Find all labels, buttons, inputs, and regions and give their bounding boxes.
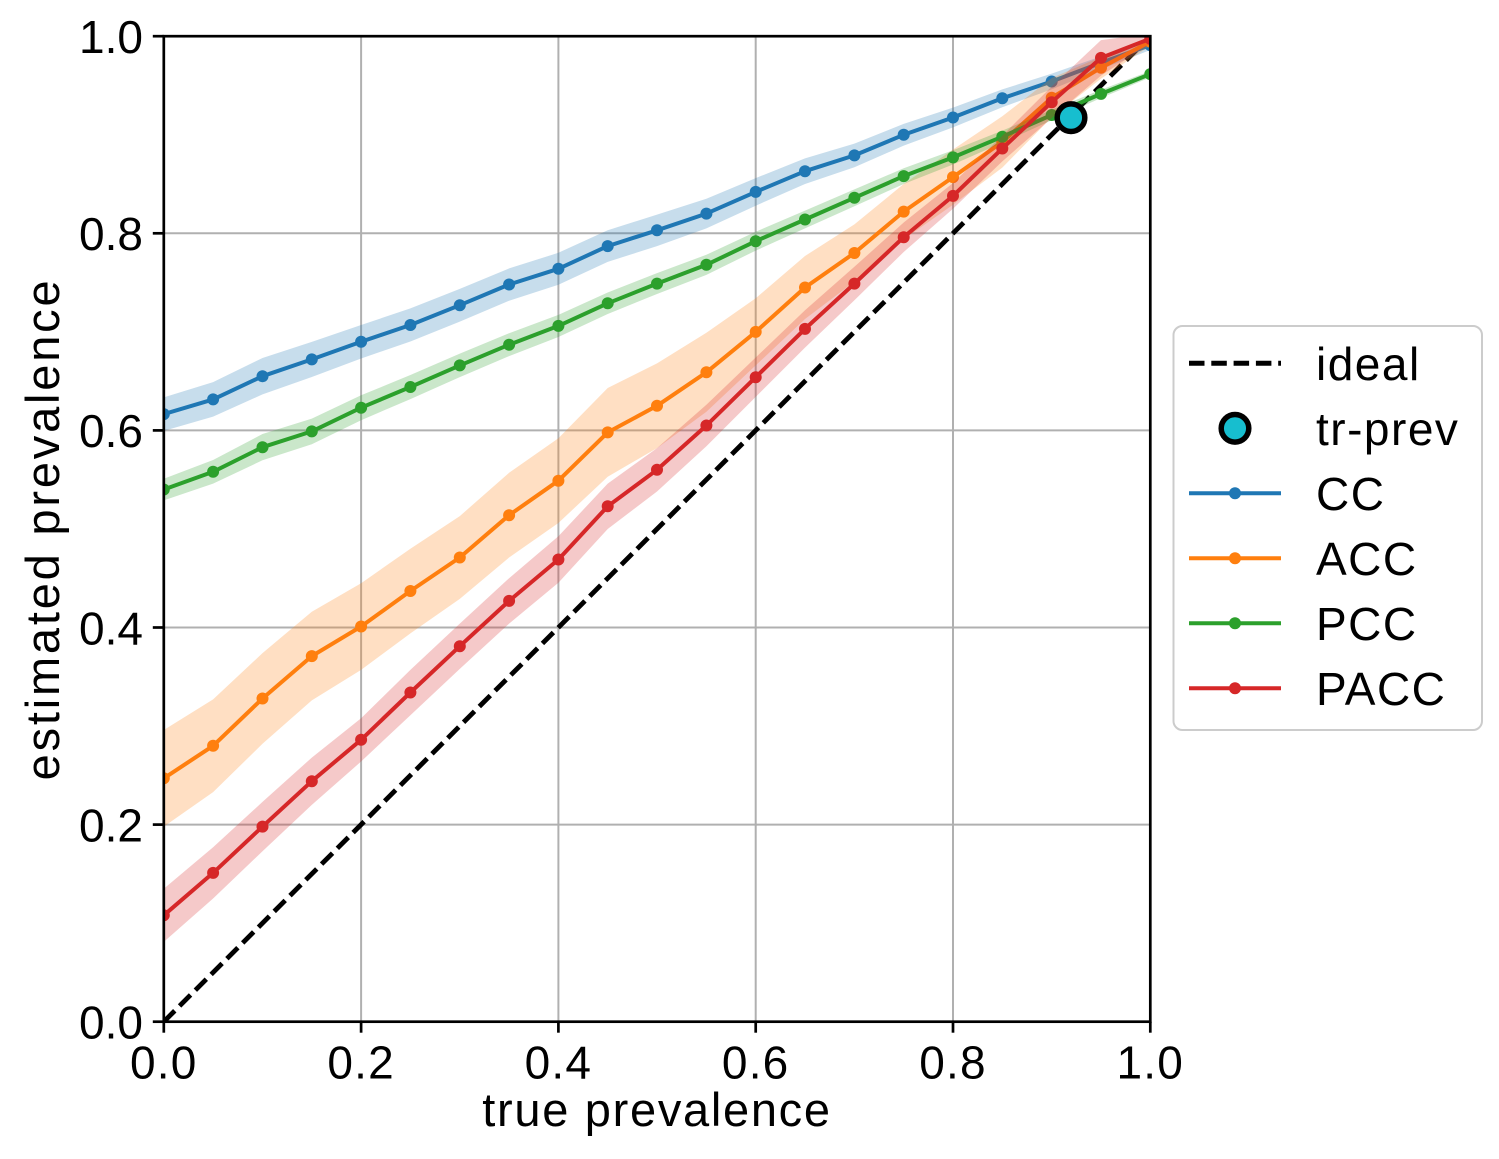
svg-text:0.4: 0.4 xyxy=(525,1037,593,1089)
svg-text:0.0: 0.0 xyxy=(79,997,143,1049)
svg-text:PCC: PCC xyxy=(1316,598,1418,650)
svg-text:estimated prevalence: estimated prevalence xyxy=(16,278,69,781)
svg-text:0.2: 0.2 xyxy=(79,799,143,851)
svg-text:1.0: 1.0 xyxy=(79,11,143,63)
svg-text:0.4: 0.4 xyxy=(79,602,143,654)
svg-text:0.8: 0.8 xyxy=(79,208,143,260)
svg-text:0.0: 0.0 xyxy=(130,1037,198,1089)
svg-text:tr-prev: tr-prev xyxy=(1316,403,1459,455)
svg-text:true prevalence: true prevalence xyxy=(482,1083,831,1136)
svg-text:CC: CC xyxy=(1316,468,1385,520)
svg-text:ACC: ACC xyxy=(1316,533,1418,585)
svg-text:0.2: 0.2 xyxy=(327,1037,395,1089)
svg-text:PACC: PACC xyxy=(1316,663,1446,715)
svg-text:1.0: 1.0 xyxy=(1117,1037,1185,1089)
svg-text:ideal: ideal xyxy=(1316,338,1421,390)
svg-text:0.6: 0.6 xyxy=(79,405,143,457)
svg-text:0.8: 0.8 xyxy=(919,1037,987,1089)
svg-text:0.6: 0.6 xyxy=(722,1037,790,1089)
